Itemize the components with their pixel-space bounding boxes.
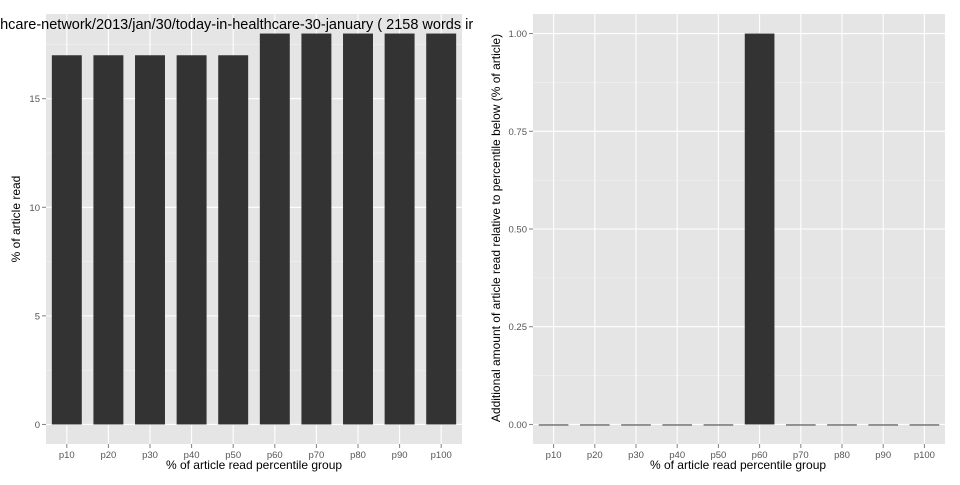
right-x-tick-label: p70 — [793, 450, 809, 461]
left-bar-p90 — [384, 33, 415, 425]
left-x-tick-label: p20 — [100, 450, 116, 461]
right-bar-p70 — [785, 424, 816, 426]
left-x-tick-label: p70 — [308, 450, 324, 461]
left-chart: 0 5 10 15 p10 p20 p30 p40 p50 p60 p70 p80 p90 p100 lt… — [0, 14, 473, 472]
right-bar-p30 — [621, 424, 651, 426]
left-y-tick-label: 0 — [35, 420, 40, 431]
left-x-axis-title: % of article read percentile group — [166, 458, 342, 472]
right-x-tick-label: p20 — [587, 450, 603, 461]
left-bar-p100 — [426, 33, 457, 425]
right-chart: 0.00 0.25 0.50 0.75 1.00 p10 p20 p30 p40 p50 p60 p7… — [489, 14, 945, 472]
right-bar-p100 — [909, 424, 940, 426]
right-y-tick-label: 1.00 — [509, 29, 528, 40]
left-x-tick-label: p90 — [392, 450, 408, 461]
left-y-tick-label: 5 — [35, 311, 40, 322]
right-bar-p60 — [744, 33, 775, 425]
left-x-tick-label: p100 — [431, 450, 452, 461]
left-x-tick-label: p10 — [59, 450, 75, 461]
right-y-tick-label: 0.75 — [509, 127, 528, 138]
right-x-axis-title: % of article read percentile group — [650, 458, 826, 472]
right-bar-p20 — [579, 424, 610, 426]
right-bar-p40 — [662, 424, 693, 426]
right-bar-p10 — [538, 424, 569, 426]
left-bar-p20 — [93, 55, 124, 425]
left-bar-p50 — [218, 55, 249, 425]
left-x-tick-label: p30 — [142, 450, 158, 461]
left-bar-p80 — [343, 33, 373, 425]
left-y-tick-label: 10 — [29, 203, 40, 214]
left-bar-p70 — [301, 33, 332, 425]
right-bar-p80 — [827, 424, 857, 426]
right-x-tick-label: p10 — [546, 450, 562, 461]
right-x-tick-label: p80 — [834, 450, 850, 461]
left-x-tick-label: p40 — [184, 450, 200, 461]
right-y-tick-label: 0.50 — [509, 225, 528, 236]
right-x-tick-label: p100 — [914, 450, 935, 461]
right-x-tick-label: p30 — [628, 450, 644, 461]
left-bar-p40 — [176, 55, 207, 425]
right-y-tick-label: 0.00 — [509, 420, 528, 431]
left-x-tick-label: p50 — [225, 450, 241, 461]
right-plot-area: 0.00 0.25 0.50 0.75 1.00 p10 p20 p30 p40 p50 p60 p7… — [509, 14, 945, 461]
right-x-tick-label: p90 — [875, 450, 891, 461]
left-bar-p60 — [259, 33, 290, 425]
left-y-axis-title: % of article read — [9, 176, 23, 263]
right-x-tick-label: p50 — [710, 450, 726, 461]
left-bar-p30 — [135, 55, 165, 425]
left-y-tick-label: 15 — [29, 94, 40, 105]
left-bar-p10 — [51, 55, 82, 425]
right-bar-p90 — [868, 424, 899, 426]
right-x-tick-label: p40 — [669, 450, 685, 461]
left-x-tick-label: p80 — [350, 450, 366, 461]
right-y-axis-title: Additional amount of article read relati… — [489, 34, 503, 422]
left-plot-area: 0 5 10 15 p10 p20 p30 p40 p50 p60 p70 p80 p90 p100 — [29, 14, 462, 461]
left-x-tick-label: p60 — [267, 450, 283, 461]
left-chart-title: lthcare-network/2013/jan/30/today-in-hea… — [0, 17, 473, 33]
right-x-tick-label: p60 — [752, 450, 768, 461]
right-y-tick-label: 0.25 — [509, 322, 528, 333]
right-bar-p50 — [703, 424, 734, 426]
